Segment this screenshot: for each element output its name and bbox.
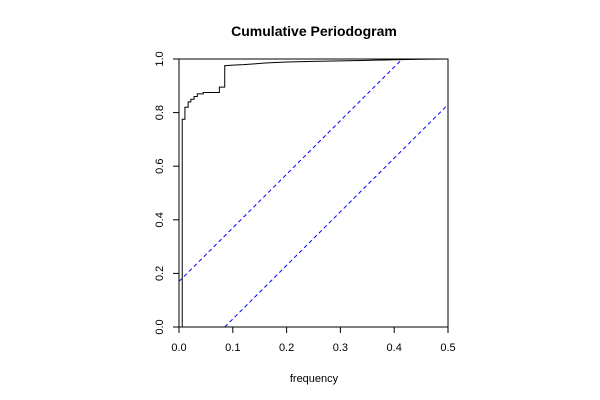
y-tick-label: 0.2 — [154, 266, 166, 281]
x-axis: 0.0 0.1 0.2 0.3 0.4 0.5 — [171, 327, 456, 354]
x-tick-label: 0.0 — [171, 342, 186, 354]
confidence-bound-line — [179, 59, 403, 282]
x-axis-label: frequency — [290, 373, 339, 385]
y-tick-label: 0.4 — [154, 212, 166, 227]
x-tick-label: 0.2 — [279, 342, 294, 354]
y-axis: 0.0 0.2 0.4 0.6 0.8 1.0 — [154, 51, 179, 335]
y-tick-label: 0.6 — [154, 159, 166, 174]
confidence-bound-line — [224, 104, 448, 327]
cumulative-periodogram-line — [179, 59, 448, 327]
x-tick-label: 0.5 — [440, 342, 455, 354]
x-tick-label: 0.4 — [387, 342, 402, 354]
x-tick-label: 0.3 — [333, 342, 348, 354]
chart-title: Cumulative Periodogram — [231, 23, 397, 39]
y-tick-label: 1.0 — [154, 51, 166, 66]
y-tick-label: 0.8 — [154, 105, 166, 120]
y-tick-label: 0.0 — [154, 319, 166, 334]
series-layer — [179, 59, 448, 327]
x-tick-label: 0.1 — [225, 342, 240, 354]
plot-frame — [178, 58, 449, 328]
